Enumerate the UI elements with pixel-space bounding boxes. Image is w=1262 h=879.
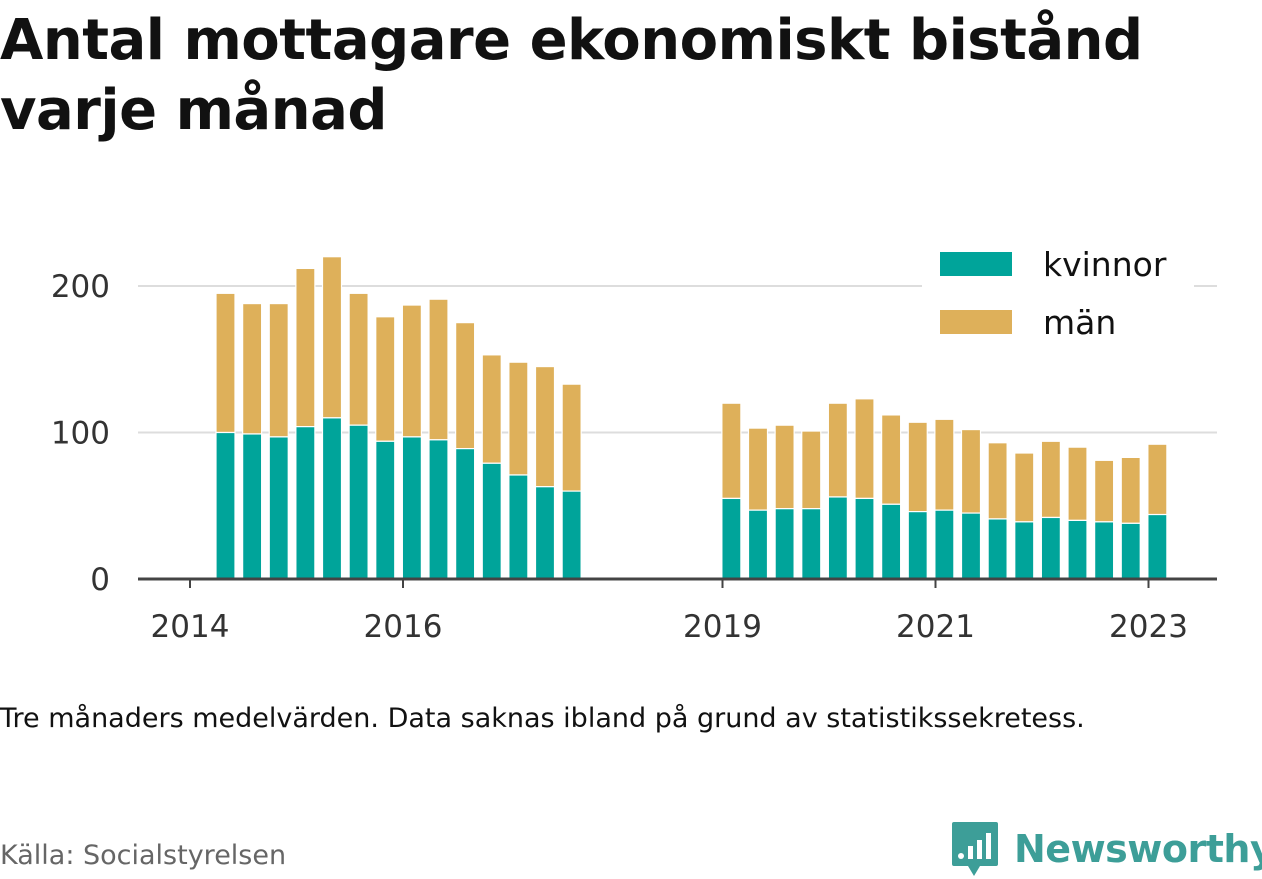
chart-title: Antal mottagare ekonomiskt bistånd varje… — [0, 8, 1143, 143]
x-tick-label-2016: 2016 — [364, 609, 443, 645]
bar-kvinnor-2019-05 — [747, 509, 769, 580]
bar-man-2021-08 — [987, 442, 1008, 520]
bar-kvinnor-2021-11 — [1014, 521, 1035, 580]
bar-kvinnor-2016-11 — [481, 462, 502, 580]
bar-kvinnor-2019-02 — [721, 497, 742, 580]
bar-man-2015-08 — [348, 292, 369, 426]
newsworthy-logo-icon — [952, 822, 998, 876]
bar-man-2020-02 — [827, 402, 848, 498]
bar-kvinnor-2022-02 — [1040, 516, 1061, 580]
bar-kvinnor-2019-11 — [801, 508, 822, 580]
bar-man-2021-02 — [934, 418, 955, 511]
bar-man-2023-02 — [1147, 443, 1168, 516]
bar-kvinnor-2015-05 — [321, 417, 343, 580]
bar-kvinnor-2014-08 — [242, 433, 263, 580]
bar-kvinnor-2016-08 — [455, 448, 476, 580]
bar-kvinnor-2022-08 — [1094, 521, 1115, 580]
bar-man-2014-05 — [215, 292, 236, 434]
bar-kvinnor-2014-11 — [268, 436, 289, 580]
bar-kvinnor-2020-02 — [827, 496, 848, 580]
bar-kvinnor-2022-11 — [1120, 522, 1141, 580]
y-tick-label-200: 200 — [51, 269, 110, 305]
stacked-bar-chart: 0 100 200 2014 2016 2019 2021 2023 kvinnor män — [50, 238, 1217, 645]
bar-man-2019-08 — [774, 424, 795, 510]
bar-man-2022-11 — [1120, 456, 1141, 524]
bar-man-2020-08 — [881, 414, 902, 505]
brand-name: Newsworthy — [1014, 827, 1262, 871]
bar-man-2016-08 — [455, 322, 476, 450]
bar-man-2019-05 — [747, 427, 769, 511]
legend-swatch-0 — [940, 252, 1012, 276]
legend-label-1: män — [1043, 303, 1116, 342]
bar-man-2021-05 — [960, 428, 982, 514]
bar-man-2017-08 — [561, 383, 582, 492]
bar-man-2021-11 — [1014, 452, 1035, 523]
bar-man-2019-11 — [801, 430, 822, 510]
bar-kvinnor-2021-02 — [934, 509, 955, 580]
bar-kvinnor-2020-05 — [854, 497, 875, 580]
bar-kvinnor-2020-11 — [907, 511, 928, 580]
x-tick-label-2014: 2014 — [151, 609, 230, 645]
bar-man-2014-08 — [242, 302, 263, 435]
bar-kvinnor-2015-08 — [348, 424, 369, 580]
bar-man-2015-02 — [295, 267, 316, 428]
source-credit: Källa: Socialstyrelsen — [0, 840, 287, 871]
bar-kvinnor-2015-11 — [375, 440, 396, 580]
bar-kvinnor-2020-08 — [881, 503, 902, 580]
bar-kvinnor-2016-05 — [428, 439, 449, 580]
brand-logo: Newsworthy — [950, 820, 1262, 878]
bar-kvinnor-2017-08 — [561, 490, 582, 580]
legend-label-0: kvinnor — [1043, 245, 1167, 284]
bar-man-2022-05 — [1067, 446, 1088, 521]
bar-kvinnor-2017-05 — [534, 486, 556, 580]
x-tick-label-2023: 2023 — [1109, 609, 1188, 645]
bar-man-2016-11 — [481, 354, 502, 464]
bar-kvinnor-2016-02 — [401, 436, 422, 580]
bar-kvinnor-2022-05 — [1067, 519, 1088, 580]
bar-kvinnor-2023-02 — [1147, 513, 1168, 580]
legend-swatch-1 — [940, 310, 1012, 334]
chart-note: Tre månaders medelvärden. Data saknas ib… — [0, 703, 1085, 734]
x-tick-label-2021: 2021 — [896, 609, 975, 645]
bar-kvinnor-2017-02 — [508, 474, 529, 580]
bar-man-2015-05 — [321, 256, 343, 419]
bar-kvinnor-2014-05 — [215, 431, 236, 580]
bar-kvinnor-2019-08 — [774, 508, 795, 580]
bars — [215, 256, 1168, 580]
bar-man-2022-08 — [1094, 459, 1115, 523]
bar-man-2014-11 — [268, 302, 289, 438]
bar-man-2017-05 — [534, 365, 556, 488]
axes: 0 100 200 2014 2016 2019 2021 2023 — [51, 269, 1217, 645]
bar-man-2020-11 — [907, 421, 928, 513]
bar-man-2017-02 — [508, 361, 529, 476]
bar-man-2020-05 — [854, 398, 875, 500]
bar-man-2015-11 — [375, 316, 396, 442]
bar-man-2016-05 — [428, 298, 449, 441]
y-tick-label-100: 100 — [51, 416, 110, 452]
x-tick-label-2019: 2019 — [683, 609, 762, 645]
bar-man-2019-02 — [721, 402, 742, 500]
legend: kvinnor män — [922, 238, 1194, 350]
bar-kvinnor-2021-08 — [987, 518, 1008, 580]
bar-man-2022-02 — [1040, 440, 1061, 519]
y-tick-label-0: 0 — [90, 562, 110, 598]
bar-man-2016-02 — [401, 304, 422, 438]
bar-kvinnor-2021-05 — [960, 512, 982, 580]
bar-kvinnor-2015-02 — [295, 426, 316, 580]
